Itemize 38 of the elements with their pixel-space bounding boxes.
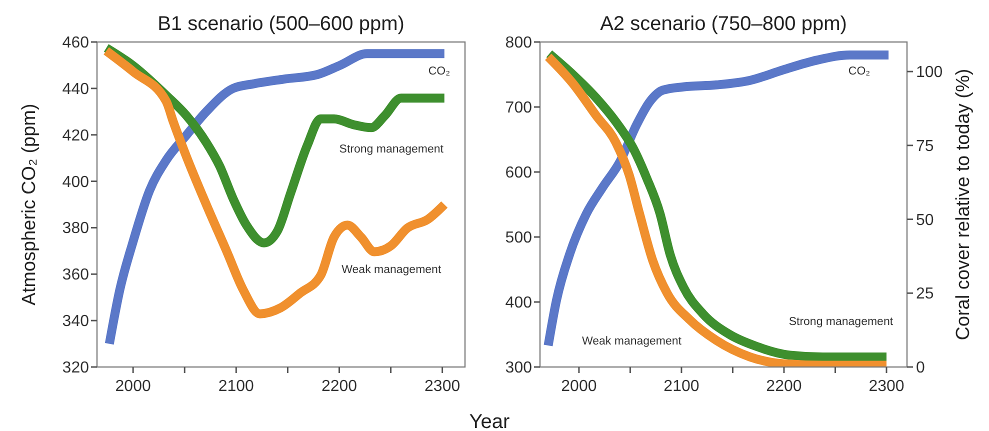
y-tick-label: 440 (62, 80, 90, 98)
x-tick-label: 2000 (115, 378, 151, 395)
y2-tick-label: 100 (916, 64, 943, 82)
y-tick-label: 700 (505, 100, 532, 116)
series-label: Weak management (342, 264, 442, 276)
x-tick-label: 2200 (766, 378, 802, 395)
y-tick-label: 500 (505, 230, 532, 246)
y-tick-label: 300 (505, 360, 532, 376)
x-tick-label: 2300 (868, 378, 904, 395)
y-tick-label: 800 (505, 34, 532, 52)
x-axis-title: Year (469, 411, 510, 431)
y2-tick-label: 0 (916, 360, 925, 376)
series-label: CO₂ (848, 66, 870, 78)
y2-tick-label: 25 (916, 286, 934, 303)
series-label: Weak management (582, 335, 682, 348)
chart-title: B1 scenario (500–600 ppm) (158, 13, 404, 35)
chart-title: A2 scenario (750–800 ppm) (600, 13, 847, 35)
y-tick-label: 400 (505, 294, 532, 312)
y-tick-label: 380 (62, 220, 90, 238)
y-tick-label: 360 (62, 266, 90, 284)
y-tick-label: 340 (62, 313, 90, 330)
x-tick-label: 2000 (561, 378, 597, 395)
text: Strong management (788, 316, 894, 328)
series-label: Strong management (339, 144, 444, 156)
x-tick-label: 2100 (218, 378, 254, 395)
y-tick-label: 420 (62, 127, 90, 144)
x-tick-label: 2200 (321, 378, 358, 395)
y-tick-label: 400 (62, 174, 90, 191)
y-axis-title: Atmospheric CO₂ (ppm) (19, 104, 40, 306)
x-tick-label: 2300 (424, 378, 460, 395)
x-tick-label: 2100 (664, 378, 700, 395)
y-tick-label: 460 (62, 34, 90, 52)
series-label: CO₂ (428, 66, 450, 78)
y-tick-label: 600 (505, 164, 532, 182)
y2-tick-label: 75 (916, 138, 934, 155)
y2-tick-label: 50 (916, 212, 934, 229)
y-tick-label: 320 (62, 360, 90, 376)
y2-axis-title: Coral cover relative to today (%) (953, 68, 974, 340)
